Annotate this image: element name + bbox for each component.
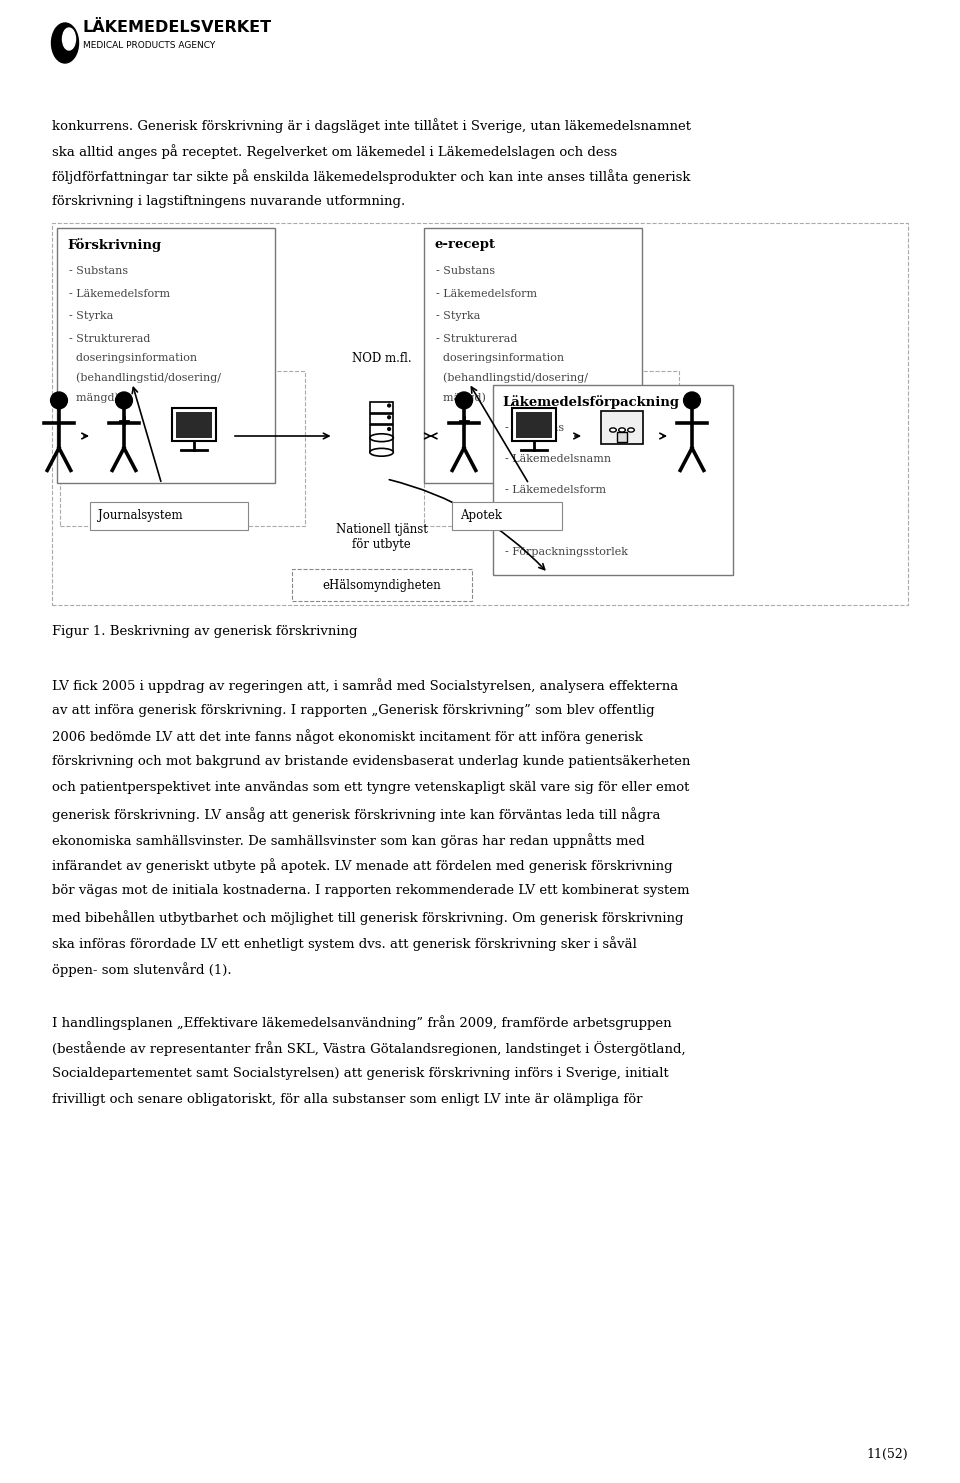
FancyBboxPatch shape [90, 503, 248, 529]
Text: ekonomiska samhällsvinster. De samhällsvinster som kan göras har redan uppnåtts : ekonomiska samhällsvinster. De samhällsv… [52, 833, 645, 848]
FancyBboxPatch shape [370, 402, 394, 412]
Text: NOD m.fl.: NOD m.fl. [351, 353, 412, 365]
Text: MEDICAL PRODUCTS AGENCY: MEDICAL PRODUCTS AGENCY [83, 42, 215, 50]
Text: - Substans: - Substans [505, 423, 564, 433]
Circle shape [456, 392, 472, 409]
FancyBboxPatch shape [424, 228, 642, 483]
Text: mängd): mängd) [69, 392, 119, 402]
Circle shape [684, 392, 701, 409]
Text: - Styrka: - Styrka [69, 311, 113, 320]
FancyBboxPatch shape [492, 386, 732, 575]
FancyBboxPatch shape [516, 412, 552, 439]
Text: ska alltid anges på receptet. Regelverket om läkemedel i Läkemedelslagen och des: ska alltid anges på receptet. Regelverke… [52, 144, 617, 159]
Text: (behandlingstid/dosering/: (behandlingstid/dosering/ [69, 372, 221, 383]
FancyBboxPatch shape [57, 228, 275, 483]
FancyBboxPatch shape [370, 414, 394, 424]
FancyBboxPatch shape [452, 503, 562, 529]
Text: frivilligt och senare obligatoriskt, för alla substanser som enligt LV inte är o: frivilligt och senare obligatoriskt, för… [52, 1093, 642, 1106]
Ellipse shape [62, 28, 76, 50]
Text: mängd): mängd) [437, 392, 486, 402]
Text: (behandlingstid/dosering/: (behandlingstid/dosering/ [437, 372, 588, 383]
Text: (bestående av representanter från SKL, Västra Götalandsregionen, landstinget i Ö: (bestående av representanter från SKL, V… [52, 1041, 685, 1056]
Text: - Substans: - Substans [437, 265, 495, 276]
Text: 11(52): 11(52) [866, 1447, 908, 1461]
Text: av att införa generisk förskrivning. I rapporten „Generisk förskrivning” som ble: av att införa generisk förskrivning. I r… [52, 704, 655, 716]
Text: e-recept: e-recept [434, 237, 495, 251]
Text: - Styrka: - Styrka [505, 516, 549, 526]
Text: och patientperspektivet inte användas som ett tyngre vetenskapligt skäl vare sig: och patientperspektivet inte användas so… [52, 782, 689, 795]
Text: I handlingsplanen „Effektivare läkemedelsanvändning” från 2009, framförde arbets: I handlingsplanen „Effektivare läkemedel… [52, 1016, 672, 1031]
Circle shape [115, 392, 132, 409]
FancyBboxPatch shape [173, 408, 216, 442]
Text: eHälsomyndigheten: eHälsomyndigheten [323, 578, 441, 592]
Text: bör vägas mot de initiala kostnaderna. I rapporten rekommenderade LV ett kombine: bör vägas mot de initiala kostnaderna. I… [52, 884, 689, 897]
Ellipse shape [618, 429, 625, 432]
FancyBboxPatch shape [292, 569, 471, 601]
Ellipse shape [52, 24, 79, 62]
Text: Förskrivning: Förskrivning [67, 237, 161, 252]
Text: doseringsinformation: doseringsinformation [69, 353, 197, 363]
Text: konkurrens. Generisk förskrivning är i dagsläget inte tillåtet i Sverige, utan l: konkurrens. Generisk förskrivning är i d… [52, 119, 691, 133]
Ellipse shape [610, 429, 616, 432]
Text: doseringsinformation: doseringsinformation [437, 353, 564, 363]
Text: Socialdepartementet samt Socialstyrelsen) att generisk förskrivning införs i Sve: Socialdepartementet samt Socialstyrelsen… [52, 1068, 669, 1080]
Text: generisk förskrivning. LV ansåg att generisk förskrivning inte kan förväntas led: generisk förskrivning. LV ansåg att gene… [52, 807, 660, 822]
Text: - Strukturerad: - Strukturerad [69, 334, 151, 344]
Text: LV fick 2005 i uppdrag av regeringen att, i samråd med Socialstyrelsen, analyser: LV fick 2005 i uppdrag av regeringen att… [52, 678, 679, 693]
Text: förskrivning i lagstiftningens nuvarande utformning.: förskrivning i lagstiftningens nuvarande… [52, 196, 405, 209]
FancyBboxPatch shape [424, 371, 679, 526]
Text: - Strukturerad: - Strukturerad [437, 334, 517, 344]
Text: - Styrka: - Styrka [437, 311, 481, 320]
Circle shape [388, 415, 391, 418]
Text: - Läkemedelsnamn: - Läkemedelsnamn [505, 454, 611, 464]
FancyBboxPatch shape [370, 426, 394, 436]
FancyBboxPatch shape [513, 408, 556, 442]
FancyBboxPatch shape [176, 412, 212, 439]
Circle shape [388, 405, 391, 406]
Text: förskrivning och mot bakgrund av bristande evidensbaserat underlag kunde patient: förskrivning och mot bakgrund av bristan… [52, 755, 690, 768]
Text: Journalsystem: Journalsystem [98, 510, 182, 522]
Ellipse shape [370, 435, 394, 442]
Text: infärandet av generiskt utbyte på apotek. LV menade att fördelen med generisk fö: infärandet av generiskt utbyte på apotek… [52, 859, 673, 873]
Text: - Läkemedelsform: - Läkemedelsform [505, 485, 606, 495]
Text: - Substans: - Substans [69, 265, 128, 276]
Text: ska införas förordade LV ett enhetligt system dvs. att generisk förskrivning ske: ska införas förordade LV ett enhetligt s… [52, 936, 636, 951]
Ellipse shape [370, 448, 394, 457]
FancyBboxPatch shape [60, 371, 305, 526]
Text: - Läkemedelsform: - Läkemedelsform [437, 289, 538, 298]
Text: Läkemedelsförpackning: Läkemedelsförpackning [503, 394, 680, 409]
Circle shape [388, 427, 391, 430]
Text: Nationell tjänst
för utbyte: Nationell tjänst för utbyte [336, 523, 427, 552]
Text: LÄKEMEDELSVERKET: LÄKEMEDELSVERKET [83, 19, 272, 34]
Circle shape [51, 392, 67, 409]
Ellipse shape [628, 429, 635, 432]
Text: Apotek: Apotek [460, 510, 502, 522]
Text: - Läkemedelsform: - Läkemedelsform [69, 289, 170, 298]
Text: öppen- som slutenvård (1).: öppen- som slutenvård (1). [52, 962, 231, 977]
FancyBboxPatch shape [601, 411, 643, 443]
Text: Figur 1. Beskrivning av generisk förskrivning: Figur 1. Beskrivning av generisk förskri… [52, 624, 357, 638]
Text: - Förpackningsstorlek: - Förpackningsstorlek [505, 547, 628, 558]
FancyBboxPatch shape [52, 222, 908, 605]
Text: med bibehållen utbytbarhet och möjlighet till generisk förskrivning. Om generisk: med bibehållen utbytbarhet och möjlighet… [52, 911, 684, 925]
FancyBboxPatch shape [616, 433, 628, 442]
Text: följdförfattningar tar sikte på enskilda läkemedelsprodukter och kan inte anses : följdförfattningar tar sikte på enskilda… [52, 169, 690, 184]
Text: 2006 bedömde LV att det inte fanns något ekonomiskt incitament för att införa ge: 2006 bedömde LV att det inte fanns något… [52, 730, 643, 744]
